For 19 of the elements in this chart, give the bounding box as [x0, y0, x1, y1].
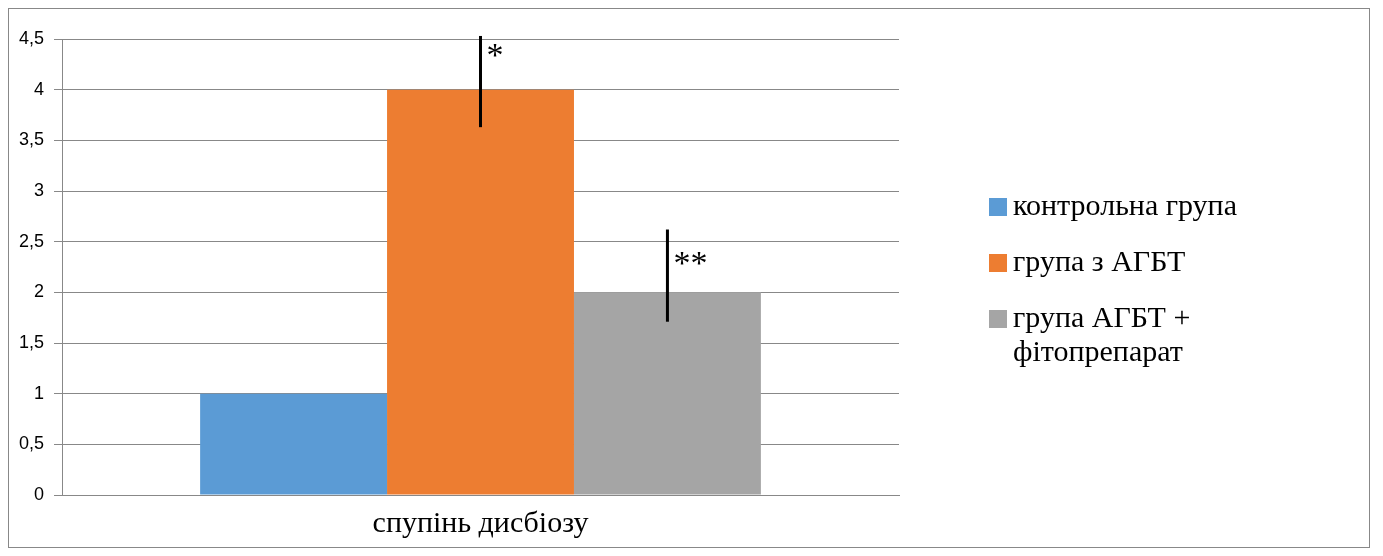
y-tick-label: 1,5: [18, 331, 45, 352]
y-tick-label: 0,5: [18, 433, 45, 454]
annotation: **: [673, 244, 708, 282]
y-tick-label: 2: [34, 281, 45, 302]
legend-label: група з АГБТ: [1013, 244, 1187, 278]
x-tick-label: спупінь дисбіозу: [372, 504, 589, 538]
annotation: *: [486, 35, 504, 73]
y-tick-label: 1: [34, 382, 45, 403]
legend-label: група АГБТ + фітопрепарат: [1013, 300, 1192, 368]
y-tick-label: 4: [34, 78, 45, 99]
y-tick-label: 4,5: [18, 27, 45, 48]
bar: [200, 393, 388, 495]
legend-label: контрольна група: [1013, 188, 1238, 222]
y-tick-label: 0: [34, 483, 45, 504]
y-tick-label: 3,5: [18, 129, 45, 150]
bar: [387, 89, 574, 495]
y-tick-label: 3: [34, 179, 45, 200]
y-tick-label: 2,5: [18, 230, 45, 251]
bar: [573, 292, 761, 495]
